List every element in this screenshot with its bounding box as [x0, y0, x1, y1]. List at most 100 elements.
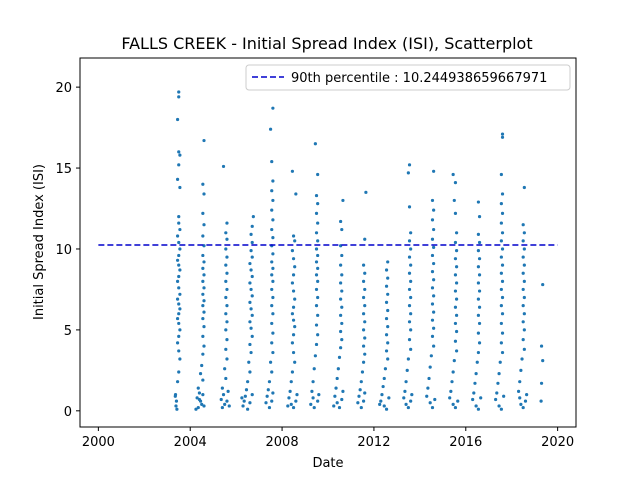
data-point — [499, 341, 503, 345]
data-point — [522, 279, 526, 283]
data-point — [432, 227, 436, 232]
data-point — [314, 323, 319, 327]
data-point — [271, 252, 275, 256]
data-point — [225, 399, 229, 403]
data-point — [430, 218, 435, 222]
data-point — [451, 370, 455, 374]
data-point — [178, 357, 182, 361]
data-point — [202, 344, 206, 348]
data-point — [430, 270, 435, 274]
y-tick-label: 5 — [64, 324, 72, 339]
data-point — [316, 295, 320, 300]
data-point — [448, 396, 452, 400]
data-point — [224, 279, 228, 283]
data-point — [271, 106, 275, 110]
data-point — [500, 331, 505, 335]
data-point — [271, 391, 275, 395]
data-point — [224, 247, 228, 251]
data-point — [339, 313, 343, 317]
data-point — [454, 329, 459, 334]
data-point — [451, 402, 455, 406]
data-point — [520, 357, 524, 361]
data-point — [227, 404, 231, 408]
data-point — [291, 289, 296, 293]
x-tick-label: 2008 — [266, 435, 299, 450]
data-point — [522, 295, 526, 300]
data-point — [539, 381, 544, 385]
data-point — [522, 231, 526, 235]
data-point — [339, 219, 343, 224]
data-point — [271, 350, 275, 355]
data-point — [522, 328, 526, 332]
data-point — [521, 239, 525, 243]
data-point — [382, 376, 386, 381]
data-point — [386, 325, 390, 329]
data-point — [471, 397, 475, 402]
data-point — [381, 384, 385, 389]
data-point — [177, 302, 181, 306]
data-point — [410, 393, 414, 397]
data-point — [433, 397, 437, 402]
data-point — [477, 341, 482, 345]
data-point — [500, 132, 505, 136]
data-point — [246, 380, 250, 384]
data-point — [291, 234, 296, 238]
data-point — [291, 305, 296, 309]
data-point — [521, 287, 525, 292]
data-point — [454, 265, 459, 269]
data-point — [409, 231, 413, 235]
data-point — [291, 333, 296, 337]
data-point — [270, 287, 274, 292]
data-point — [270, 341, 274, 345]
data-point — [201, 304, 205, 308]
data-point — [270, 189, 274, 193]
data-point — [314, 211, 319, 215]
x-axis-title: Date — [312, 456, 343, 471]
data-point — [430, 405, 435, 410]
data-point — [178, 247, 182, 251]
data-point — [521, 405, 525, 410]
data-point — [312, 405, 316, 410]
data-point — [500, 350, 505, 355]
data-point — [357, 394, 361, 398]
data-point — [519, 368, 523, 372]
data-point — [384, 333, 389, 337]
data-point — [499, 239, 503, 243]
data-point — [268, 127, 273, 131]
data-point — [316, 333, 320, 337]
data-point — [384, 300, 389, 304]
data-point — [316, 266, 320, 270]
data-point — [337, 355, 342, 360]
data-point — [361, 279, 366, 283]
data-point — [293, 297, 297, 301]
data-point — [407, 287, 412, 292]
data-point — [314, 342, 319, 347]
data-point — [430, 334, 435, 338]
data-point — [402, 396, 406, 400]
data-point — [174, 399, 179, 403]
data-point — [409, 328, 413, 332]
data-point — [271, 236, 275, 240]
data-point — [224, 231, 228, 235]
data-point — [177, 321, 181, 326]
data-point — [339, 297, 343, 301]
data-point — [177, 312, 181, 316]
data-point — [475, 360, 479, 364]
data-point — [516, 389, 521, 393]
data-point — [246, 407, 250, 411]
data-point — [477, 215, 482, 219]
data-point — [201, 378, 205, 382]
data-point — [454, 281, 459, 285]
y-tick-label: 10 — [55, 243, 72, 258]
data-point — [432, 169, 436, 173]
data-point — [249, 326, 253, 330]
data-point — [270, 273, 274, 277]
data-point — [500, 263, 505, 267]
data-point — [194, 407, 198, 411]
data-point — [226, 389, 230, 393]
data-point — [271, 295, 275, 300]
data-point — [178, 292, 182, 296]
data-point — [314, 231, 319, 235]
data-point — [248, 281, 252, 285]
